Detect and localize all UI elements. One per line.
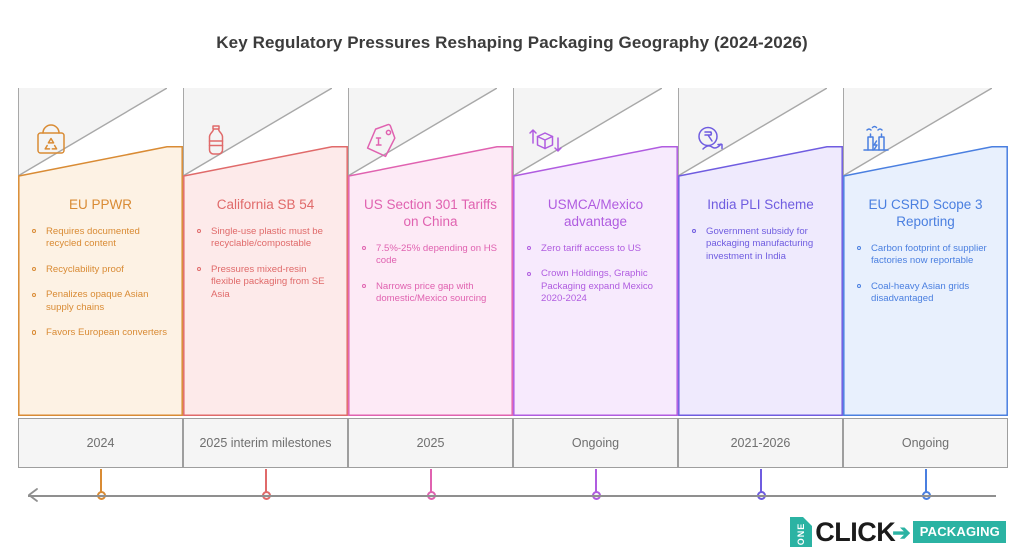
card-bullet-item: Recyclability proof bbox=[30, 264, 171, 276]
page-title: Key Regulatory Pressures Reshaping Packa… bbox=[216, 33, 808, 52]
timeline-date-label: 2025 interim milestones bbox=[199, 435, 332, 450]
bullet-marker-icon bbox=[32, 330, 37, 335]
timeline-date-box-california-sb-54: 2025 interim milestones bbox=[183, 418, 348, 468]
card-bullet-text: Coal-heavy Asian grids disadvantaged bbox=[871, 280, 970, 305]
bullet-marker-icon bbox=[527, 246, 532, 251]
card-bullet-text: Zero tariff access to US bbox=[541, 243, 642, 254]
card-bullet-list: Carbon footprint of supplier factories n… bbox=[855, 243, 996, 306]
card-bullet-text: Crown Holdings, Graphic Packaging expand… bbox=[541, 268, 653, 305]
logo-one-badge: ONE bbox=[790, 517, 813, 547]
card-bullet-item: Crown Holdings, Graphic Packaging expand… bbox=[525, 268, 666, 305]
bullet-marker-icon bbox=[197, 267, 202, 272]
bullet-marker-icon bbox=[857, 284, 862, 289]
card-content: India PLI Scheme Government subsidy for p… bbox=[678, 146, 843, 416]
bullet-marker-icon bbox=[362, 284, 367, 289]
card-bullet-item: Favors European converters bbox=[30, 327, 171, 339]
timeline-date-label: Ongoing bbox=[571, 435, 620, 450]
card-bullet-list: Zero tariff access to US Crown Holdings, … bbox=[525, 243, 666, 306]
card-bullet-text: Pressures mixed-resin flexible packaging… bbox=[211, 263, 325, 300]
timeline-date-box-eu-ppwr: 2024 bbox=[18, 418, 183, 468]
card-bullet-item: Penalizes opaque Asian supply chains bbox=[30, 289, 171, 314]
timeline-connector bbox=[760, 469, 762, 496]
card-title: India PLI Scheme bbox=[707, 197, 814, 212]
card-bullet-list: Requires documented recycled content Recy… bbox=[30, 226, 171, 339]
timeline-card-eu-ppwr[interactable]: EU PPWR Requires documented recycled cont… bbox=[18, 88, 183, 470]
card-bullet-text: Carbon footprint of supplier factories n… bbox=[871, 243, 987, 267]
timeline-card-us-section-301[interactable]: US Section 301 Tariffs on China 7.5%-25% … bbox=[348, 88, 513, 470]
card-bullet-item: Single-use plastic must be recyclable/co… bbox=[195, 226, 336, 251]
card-bullet-text: Government subsidy for packaging manufac… bbox=[706, 226, 814, 262]
card-title: EU PPWR bbox=[68, 197, 132, 212]
card-bullet-text: Favors European converters bbox=[46, 327, 168, 339]
logo-packaging-text: PACKAGING bbox=[912, 521, 1006, 543]
card-bullet-item: Carbon footprint of supplier factories n… bbox=[855, 243, 996, 268]
card-bullet-list: 7.5%-25% depending on HS code Narrows pri… bbox=[360, 243, 501, 306]
timeline-date-box-eu-csrd-scope-3: Ongoing bbox=[843, 418, 1008, 468]
card-content: EU PPWR Requires documented recycled cont… bbox=[18, 146, 183, 416]
card-bullet-text: Penalizes opaque Asian supply chains bbox=[46, 289, 149, 313]
bullet-marker-icon bbox=[857, 246, 862, 251]
card-bullet-item: Zero tariff access to US bbox=[525, 243, 666, 255]
logo-cursor-icon: ➔ bbox=[892, 519, 911, 545]
card-bullet-list: Single-use plastic must be recyclable/co… bbox=[195, 226, 336, 301]
card-bullet-text: 7.5%-25% depending on HS code bbox=[376, 243, 498, 267]
timeline-card-eu-csrd-scope-3[interactable]: EU CSRD Scope 3 Reporting Carbon footprin… bbox=[843, 88, 1008, 470]
card-bullet-item: Narrows price gap with domestic/Mexico s… bbox=[360, 281, 501, 306]
timeline-card-india-pli[interactable]: India PLI Scheme Government subsidy for p… bbox=[678, 88, 843, 470]
timeline-date-box-us-section-301: 2025 bbox=[348, 418, 513, 468]
timeline-card-usmca-mexico[interactable]: USMCA/Mexico advantage Zero tariff access… bbox=[513, 88, 678, 470]
timeline-date-label: 2024 bbox=[86, 435, 115, 450]
timeline-connector bbox=[595, 469, 597, 496]
bullet-marker-icon bbox=[197, 229, 202, 234]
card-bullet-item: 7.5%-25% depending on HS code bbox=[360, 243, 501, 268]
card-bullet-text: Single-use plastic must be recyclable/co… bbox=[211, 226, 323, 250]
card-title: US Section 301 Tariffs on China bbox=[363, 197, 498, 229]
logo-corner-fold bbox=[803, 517, 813, 526]
card-content: EU CSRD Scope 3 Reporting Carbon footprin… bbox=[843, 146, 1008, 416]
bullet-marker-icon bbox=[32, 229, 37, 234]
timeline-date-label: Ongoing bbox=[901, 435, 950, 450]
logo-click-text: CLICK bbox=[815, 516, 896, 547]
timeline-connector bbox=[430, 469, 432, 496]
bullet-marker-icon bbox=[32, 292, 37, 297]
timeline-connector bbox=[100, 469, 102, 496]
brand-logo: ONE CLICK ➔ PACKAGING bbox=[790, 515, 1006, 549]
card-title: EU CSRD Scope 3 Reporting bbox=[868, 197, 983, 229]
card-bullet-item: Requires documented recycled content bbox=[30, 226, 171, 251]
timeline-connector bbox=[265, 469, 267, 496]
card-title: California SB 54 bbox=[216, 197, 315, 212]
card-bullet-item: Government subsidy for packaging manufac… bbox=[690, 226, 831, 263]
card-content: USMCA/Mexico advantage Zero tariff access… bbox=[513, 146, 678, 416]
timeline-date-box-india-pli: 2021-2026 bbox=[678, 418, 843, 468]
card-bullet-text: Narrows price gap with domestic/Mexico s… bbox=[376, 280, 487, 305]
card-bullet-list: Government subsidy for packaging manufac… bbox=[690, 226, 831, 263]
bullet-marker-icon bbox=[692, 229, 697, 234]
timeline-date-label: 2025 bbox=[416, 435, 445, 450]
timeline-axis bbox=[28, 494, 996, 497]
bullet-marker-icon bbox=[362, 246, 367, 251]
card-title: USMCA/Mexico advantage bbox=[547, 197, 644, 229]
card-bullet-item: Pressures mixed-resin flexible packaging… bbox=[195, 264, 336, 301]
logo-one-text: ONE bbox=[796, 522, 807, 546]
timeline-connector bbox=[925, 469, 927, 496]
timeline-date-label: 2021-2026 bbox=[730, 435, 791, 450]
card-bullet-item: Coal-heavy Asian grids disadvantaged bbox=[855, 281, 996, 306]
card-content: US Section 301 Tariffs on China 7.5%-25% … bbox=[348, 146, 513, 416]
bullet-marker-icon bbox=[527, 271, 532, 276]
left-arrow-icon bbox=[28, 488, 38, 502]
card-content: California SB 54 Single-use plastic must … bbox=[183, 146, 348, 416]
timeline-date-box-usmca-mexico: Ongoing bbox=[513, 418, 678, 468]
card-bullet-text: Requires documented recycled content bbox=[46, 226, 140, 250]
card-bullet-text: Recyclability proof bbox=[46, 263, 124, 275]
bullet-marker-icon bbox=[32, 267, 37, 272]
timeline-card-california-sb-54[interactable]: California SB 54 Single-use plastic must … bbox=[183, 88, 348, 470]
